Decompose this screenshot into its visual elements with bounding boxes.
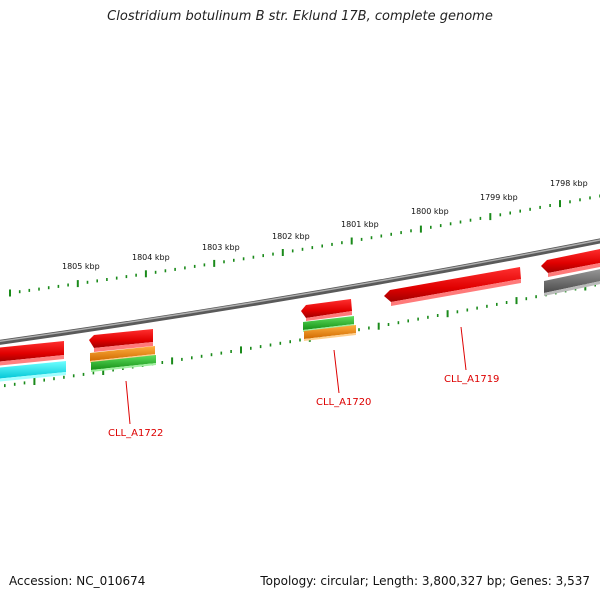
map-title: Clostridium botulinum B str. Eklund 17B,…	[107, 9, 493, 24]
kbp-label-1798: 1798 kbp	[550, 179, 588, 188]
gene-label-cll-a1722[interactable]: CLL_A1722	[108, 428, 163, 439]
gene-gray-right[interactable]	[544, 268, 600, 296]
kbp-label-1799: 1799 kbp	[480, 193, 518, 202]
genome-summary-text: Topology: circular; Length: 3,800,327 bp…	[260, 574, 590, 588]
gene-red-right[interactable]	[541, 248, 600, 277]
gene-label-leaders	[125, 326, 467, 425]
gene-label-cll-a1719[interactable]: CLL_A1719	[444, 374, 499, 385]
accession-text: Accession: NC_010674	[9, 574, 146, 588]
outer-kbp-ruler	[9, 194, 600, 297]
kbp-labels: 1805 kbp 1804 kbp 1803 kbp 1802 kbp 1801…	[62, 179, 588, 271]
gene-orange-a1720[interactable]	[304, 325, 356, 341]
gene-red-a1719[interactable]	[384, 267, 521, 306]
kbp-label-1803: 1803 kbp	[202, 243, 240, 252]
gene-cyan-left[interactable]	[0, 361, 66, 382]
gene-red-left[interactable]	[0, 341, 64, 366]
gene-green-a1722[interactable]	[91, 355, 156, 372]
kbp-label-1801: 1801 kbp	[341, 220, 379, 229]
gene-labels: CLL_A1722 CLL_A1720 CLL_A1719	[108, 374, 499, 439]
kbp-label-1804: 1804 kbp	[132, 253, 170, 262]
kbp-label-1802: 1802 kbp	[272, 232, 310, 241]
gene-label-cll-a1720[interactable]: CLL_A1720	[316, 397, 371, 408]
kbp-label-1800: 1800 kbp	[411, 207, 449, 216]
gene-red-a1720-upper[interactable]	[301, 299, 352, 321]
gene-features	[0, 248, 600, 382]
chromosome-backbone	[0, 238, 600, 345]
gene-red-a1722-upper[interactable]	[89, 329, 153, 352]
kbp-label-1805: 1805 kbp	[62, 262, 100, 271]
